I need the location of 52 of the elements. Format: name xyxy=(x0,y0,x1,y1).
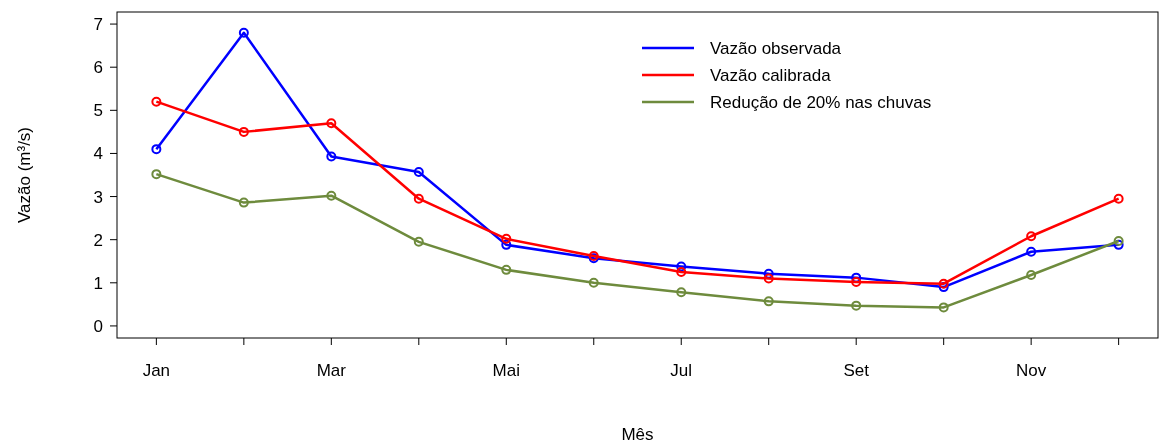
point xyxy=(676,267,687,278)
y-tick-label: 2 xyxy=(93,230,103,250)
point xyxy=(501,264,512,275)
legend-label: Redução de 20% nas chuvas xyxy=(710,92,932,112)
y-tick-label: 4 xyxy=(93,144,103,164)
point xyxy=(501,239,512,250)
y-tick-label: 3 xyxy=(93,187,103,207)
y-tick-label: 0 xyxy=(93,316,103,336)
x-tick-label: Jul xyxy=(670,361,693,380)
point xyxy=(326,118,337,129)
x-tick-label: Mar xyxy=(316,361,347,380)
legend-label: Vazão observada xyxy=(710,38,842,58)
x-tick-label: Jan xyxy=(142,361,171,380)
point xyxy=(938,282,949,293)
point xyxy=(851,300,862,311)
point xyxy=(238,197,249,208)
point xyxy=(763,296,774,307)
point xyxy=(326,190,337,201)
point xyxy=(413,193,424,204)
point xyxy=(851,276,862,287)
y-tick-label: 7 xyxy=(93,15,103,35)
point xyxy=(1113,235,1124,246)
point xyxy=(501,233,512,244)
point xyxy=(1026,231,1037,242)
point xyxy=(1026,246,1037,257)
point xyxy=(413,236,424,247)
point xyxy=(588,277,599,288)
point xyxy=(763,268,774,279)
point xyxy=(1113,239,1124,250)
point xyxy=(151,96,162,107)
point xyxy=(1026,270,1037,281)
point xyxy=(938,278,949,289)
y-tick-label: 6 xyxy=(93,58,103,78)
legend-label: Vazão calibrada xyxy=(710,65,832,85)
y-tick-label: 1 xyxy=(93,273,103,293)
point xyxy=(676,287,687,298)
point xyxy=(238,126,249,137)
point xyxy=(676,261,687,272)
x-tick-label: Mai xyxy=(492,361,520,380)
y-tick-label: 5 xyxy=(93,101,103,121)
x-axis-title: Mês xyxy=(621,425,654,444)
point xyxy=(151,169,162,180)
y-axis-title: Vazão (m³/s) xyxy=(15,126,34,224)
point xyxy=(326,151,337,162)
point xyxy=(151,144,162,155)
point xyxy=(938,302,949,313)
point xyxy=(238,27,249,38)
x-tick-label: Nov xyxy=(1016,361,1047,380)
point xyxy=(413,166,424,177)
x-tick-label: Set xyxy=(843,361,870,380)
point xyxy=(1113,193,1124,204)
point xyxy=(763,273,774,284)
